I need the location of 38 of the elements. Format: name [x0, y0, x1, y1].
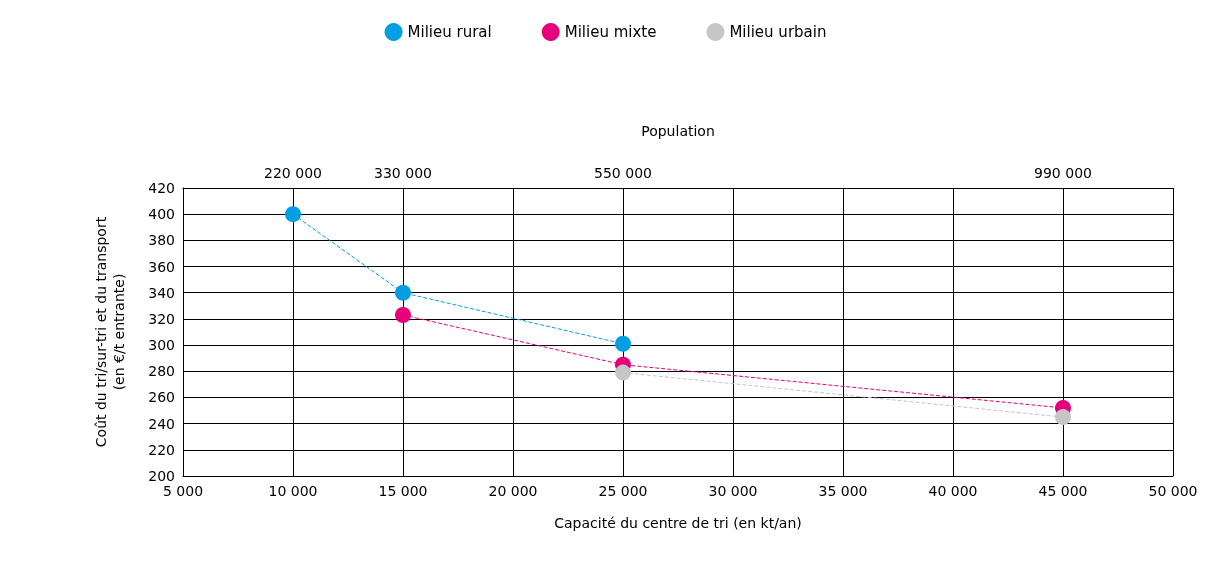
- legend-label: Milieu rural: [407, 23, 492, 41]
- x-tick-label: 30 000: [708, 483, 758, 499]
- x-axis-title: Capacité du centre de tri (en kt/an): [554, 515, 802, 531]
- y-tick-label: 320: [148, 310, 175, 327]
- x-tick-label: 45 000: [1038, 483, 1088, 499]
- x2-tick-label: 330 000: [374, 165, 432, 181]
- legend-label: Milieu mixte: [564, 23, 657, 41]
- y-tick-label: 240: [148, 415, 175, 432]
- y-tick-label: 360: [148, 258, 175, 275]
- x-tick-label: 35 000: [818, 483, 868, 499]
- y-tick-label: 300: [148, 337, 175, 354]
- y-tick-label: 340: [148, 284, 175, 301]
- point: [285, 206, 301, 223]
- x2-tick-label: 550 000: [594, 165, 652, 181]
- x-tick-label: 10 000: [268, 483, 318, 499]
- x-tick-label: 50 000: [1148, 483, 1198, 499]
- y-tick-label: 380: [148, 232, 175, 249]
- point: [395, 306, 411, 323]
- x2-axis-title: Population: [641, 123, 715, 139]
- y-tick-label: 220: [148, 441, 175, 458]
- point: [615, 335, 631, 352]
- y-tick-label: 400: [148, 206, 175, 223]
- point: [395, 284, 411, 301]
- x-tick-label: 40 000: [928, 483, 978, 499]
- point: [615, 364, 631, 381]
- legend-label: Milieu urbain: [729, 23, 827, 41]
- y-tick-label: 420: [148, 180, 175, 196]
- x2-tick-label: 220 000: [264, 165, 322, 181]
- point: [1055, 409, 1071, 426]
- x-tick-label: 5 000: [162, 483, 204, 499]
- y-axis-title: Coût du tri/sur-tri et du transport (en €/t entrante): [93, 216, 127, 448]
- y-tick-label: 200: [148, 468, 175, 484]
- x-tick-label: 15 000: [378, 483, 428, 499]
- x-tick-label: 25 000: [598, 483, 648, 499]
- y-tick-label: 260: [148, 389, 175, 406]
- x-tick-label: 20 000: [488, 483, 538, 499]
- y-tick-label: 280: [148, 363, 175, 380]
- x2-tick-label: 990 000: [1034, 165, 1092, 181]
